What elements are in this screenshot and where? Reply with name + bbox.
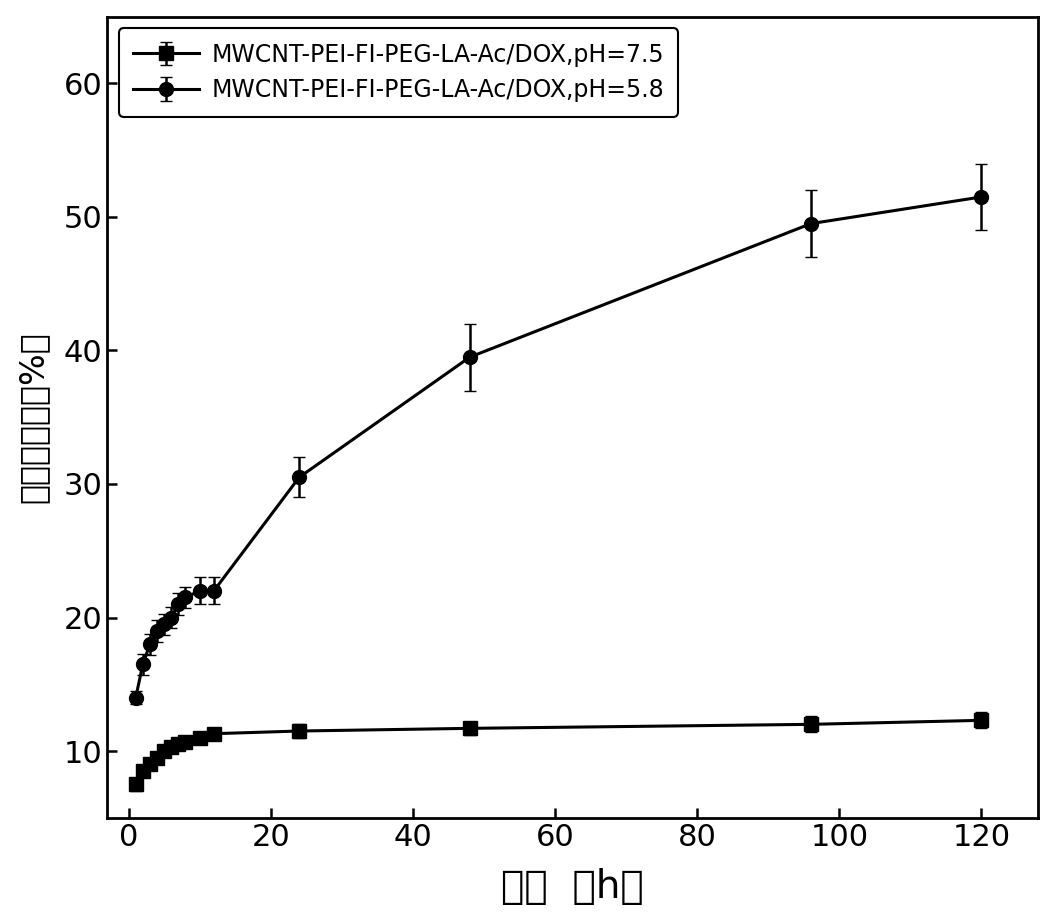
Y-axis label: 药物释放率（%）: 药物释放率（%） <box>17 331 50 503</box>
Legend: MWCNT-PEI-FI-PEG-LA-Ac/DOX,pH=7.5, MWCNT-PEI-FI-PEG-LA-Ac/DOX,pH=5.8: MWCNT-PEI-FI-PEG-LA-Ac/DOX,pH=7.5, MWCNT… <box>119 29 678 116</box>
X-axis label: 时间  （h）: 时间 （h） <box>501 869 645 906</box>
